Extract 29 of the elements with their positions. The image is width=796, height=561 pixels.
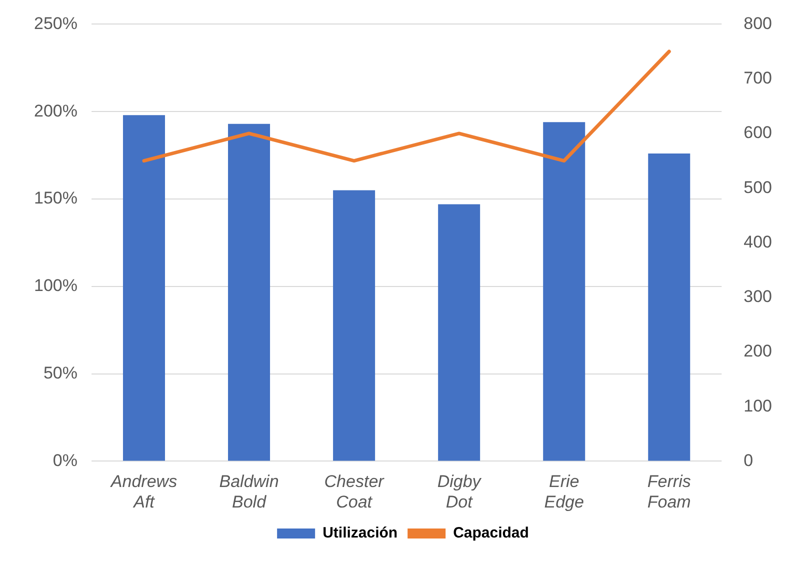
y2-tick-label: 200 — [744, 342, 772, 361]
bar — [438, 204, 480, 461]
y2-tick-label: 400 — [744, 232, 772, 252]
x-tick-label: Digby Dot — [437, 472, 482, 512]
y2-tick-label: 600 — [744, 123, 772, 142]
bar — [333, 190, 376, 461]
y2-tick-label: 700 — [744, 68, 772, 88]
bar — [122, 115, 165, 461]
y2-tick-label: 0 — [744, 450, 754, 470]
y-tick-label: 250% — [34, 14, 78, 33]
y-tick-label: 200% — [34, 101, 78, 120]
x-tick-label: Baldwin Bold — [219, 472, 279, 512]
y2-tick-label: 500 — [744, 178, 772, 197]
y-tick-label: 100% — [34, 276, 78, 296]
bar — [648, 154, 690, 461]
y2-tick-label: 100 — [744, 396, 772, 416]
x-tick-label: Chester Coat — [324, 472, 386, 512]
y2-tick-label: 300 — [744, 287, 772, 306]
x-tick-label: Erie Edge — [544, 472, 584, 512]
legend-label: Utilización — [322, 524, 398, 542]
legend-label: Capacidad — [453, 524, 529, 542]
y-tick-label: 150% — [34, 188, 78, 208]
y-tick-label: 50% — [43, 363, 78, 382]
y-tick-label: 0% — [52, 450, 78, 470]
y2-tick-label: 800 — [744, 14, 772, 33]
x-tick-label: Ferris Foam — [647, 472, 692, 512]
bar — [228, 124, 270, 461]
bar — [543, 122, 586, 461]
x-tick-label: Andrews Aft — [110, 472, 178, 512]
